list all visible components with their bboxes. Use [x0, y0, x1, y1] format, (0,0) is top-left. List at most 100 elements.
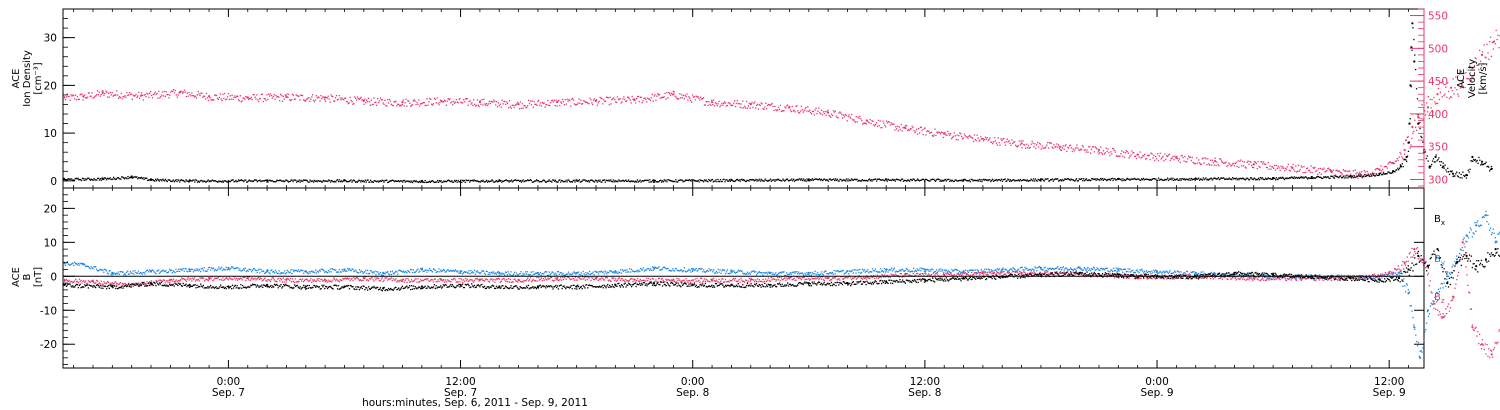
by-series-sample [453, 270, 456, 272]
velocity-series-sample [755, 104, 758, 107]
by-series-sample [426, 271, 428, 273]
by-series-sample [1182, 273, 1184, 275]
density-series-sample [1387, 171, 1389, 173]
by-series-sample [224, 269, 226, 271]
velocity-series-sample [303, 99, 306, 102]
velocity-series-sample [202, 96, 204, 98]
velocity-series-sample [1153, 154, 1155, 157]
velocity-series-sample [404, 102, 406, 104]
velocity-series-sample [489, 102, 491, 105]
by-series-sample [507, 271, 509, 273]
by-series-sample [1150, 272, 1152, 274]
by-series-sample [1055, 267, 1057, 270]
velocity-series-sample [372, 103, 374, 106]
by-series-sample [1175, 271, 1177, 273]
velocity-series-sample [451, 101, 453, 103]
density-series-sample [1455, 173, 1457, 175]
density-series-sample [1092, 178, 1095, 180]
density-series-sample [1125, 178, 1128, 180]
velocity-series-sample [1477, 64, 1479, 66]
by-series-sample [866, 270, 868, 272]
velocity-series-sample [957, 139, 959, 141]
velocity-series-sample [438, 104, 440, 106]
velocity-series-sample [1156, 153, 1159, 155]
velocity-series-sample [1283, 167, 1285, 169]
density-series-sample [859, 179, 861, 182]
density-series-sample [1061, 178, 1063, 181]
velocity-series-sample [1063, 148, 1065, 150]
velocity-series-sample [1193, 162, 1195, 165]
density-series-sample [1238, 179, 1240, 181]
by-series-sample [692, 270, 694, 272]
by-series-sample [95, 266, 97, 268]
by-series-sample [1184, 272, 1186, 274]
density-series-sample [544, 181, 547, 183]
by-series-sample [1374, 278, 1376, 280]
velocity-series-sample [336, 99, 338, 101]
velocity-series-sample [1451, 90, 1453, 92]
by-series-sample [1326, 277, 1328, 280]
density-series-sample [1144, 178, 1146, 180]
velocity-series-sample [967, 137, 969, 139]
velocity-series-sample [891, 123, 893, 125]
by-series-sample [560, 272, 562, 274]
velocity-series-sample [1155, 155, 1157, 158]
by-series-sample [463, 270, 466, 273]
velocity-series-sample [506, 101, 508, 103]
density-series-sample [591, 179, 593, 181]
density-series-sample [720, 180, 722, 183]
density-series-sample [483, 181, 485, 183]
velocity-series-sample [1491, 41, 1494, 44]
density-series-sample [160, 179, 162, 181]
velocity-series-sample [1186, 161, 1188, 163]
by-series-sample [1022, 269, 1024, 271]
velocity-series-sample [563, 104, 565, 106]
by-series-sample [819, 273, 822, 275]
by-series-sample [927, 269, 929, 271]
velocity-series-sample [1052, 147, 1054, 149]
density-series-sample [248, 179, 250, 181]
velocity-series-sample [1257, 160, 1259, 163]
velocity-series-sample [1312, 167, 1314, 169]
density-series-sample [953, 180, 955, 182]
by-series-sample [923, 268, 925, 270]
density-series-sample [1042, 179, 1045, 182]
by-series-sample [669, 269, 671, 271]
velocity-series-sample [1253, 167, 1255, 169]
density-series-sample [1322, 177, 1324, 179]
velocity-series-sample [341, 97, 343, 99]
velocity-series-sample [1000, 138, 1002, 140]
density-series-sample [1139, 179, 1141, 181]
velocity-series-sample [1211, 159, 1214, 161]
density-series-sample [435, 181, 437, 183]
by-series-sample [116, 272, 118, 274]
density-series-sample [1199, 178, 1202, 180]
velocity-series-sample [458, 98, 460, 101]
by-series-sample [818, 274, 820, 276]
velocity-series-sample [525, 107, 527, 109]
by-series-sample [549, 274, 551, 276]
velocity-series-sample [167, 93, 169, 96]
velocity-series-sample [377, 101, 380, 104]
density-series-sample [1030, 178, 1032, 180]
by-series-sample [980, 268, 982, 271]
velocity-series-sample [390, 103, 392, 105]
density-series-sample [466, 179, 468, 182]
by-series-sample [1426, 310, 1429, 313]
by-series-sample [259, 272, 261, 274]
velocity-series-sample [345, 97, 347, 99]
velocity-series-sample [768, 104, 771, 106]
by-series-sample [155, 273, 157, 275]
velocity-series-sample [287, 96, 289, 98]
by-series-sample [535, 272, 537, 274]
velocity-series-sample [585, 101, 587, 103]
by-series-sample [214, 268, 216, 270]
by-series-sample [397, 273, 399, 275]
velocity-series-sample [750, 103, 752, 105]
density-series-sample [478, 181, 480, 183]
density-series-sample [66, 179, 68, 181]
density-series-sample [901, 178, 903, 180]
density-series-sample [960, 179, 963, 181]
velocity-series-sample [242, 97, 244, 99]
velocity-series-sample [293, 98, 295, 101]
